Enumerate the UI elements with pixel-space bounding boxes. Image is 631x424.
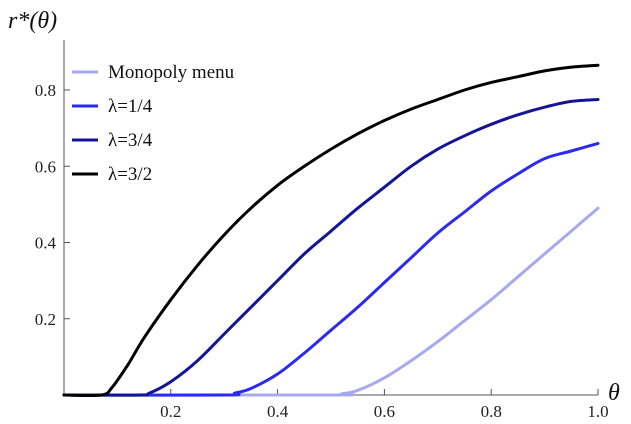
legend-label-1: λ=1/4 [108, 96, 153, 117]
legend: Monopoly menu λ=1/4 λ=3/4 λ=3/2 [72, 62, 235, 185]
x-tick-label: 0.8 [481, 402, 502, 421]
y-tick-label: 0.4 [35, 234, 57, 253]
x-tick-label: 0.2 [160, 402, 181, 421]
axes [63, 40, 598, 396]
x-tick-label: 0.6 [374, 402, 395, 421]
y-tick-label: 0.2 [35, 310, 56, 329]
y-tick-label: 0.8 [35, 81, 56, 100]
x-tick-label: 1.0 [587, 402, 608, 421]
series-layer [62, 63, 600, 398]
legend-label-3: λ=3/2 [108, 164, 152, 185]
x-axis-label: θ [608, 380, 620, 406]
y-axis-label: r*(θ) [8, 8, 57, 34]
series-line-0 [62, 206, 600, 397]
legend-label-0: Monopoly menu [108, 62, 235, 83]
series-line-3 [62, 63, 600, 398]
y-tick-label: 0.6 [35, 157, 56, 176]
ticks: 0.2 0.4 0.6 0.8 1.0 0.2 0.4 0.6 0.8 [35, 81, 609, 421]
x-tick-label: 0.4 [267, 402, 289, 421]
legend-label-2: λ=3/4 [108, 130, 153, 151]
series-line-1 [62, 141, 600, 397]
series-line-2 [62, 98, 600, 397]
